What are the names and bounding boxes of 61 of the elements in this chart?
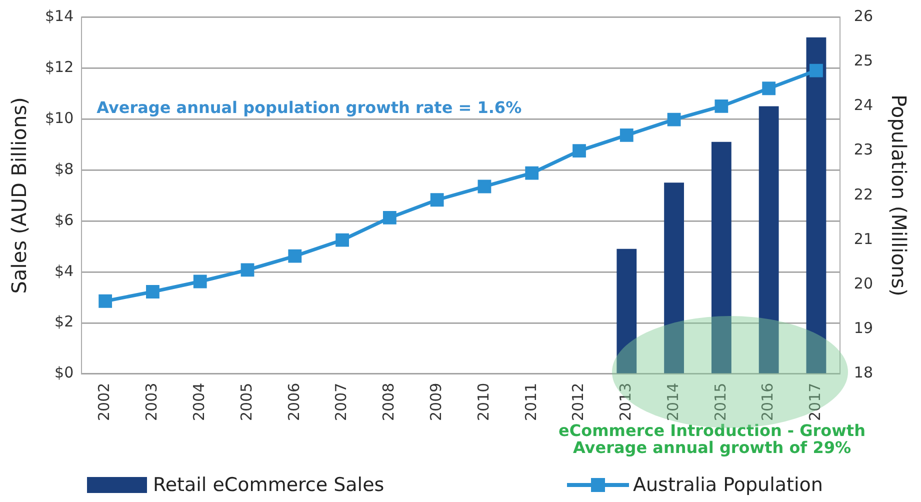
text: eCommerce Introduction - Growth — [558, 420, 866, 440]
point — [146, 285, 160, 298]
x-tick-label: 2014 — [664, 382, 682, 422]
y-tick-label: $4 — [54, 262, 74, 280]
y-tick-label: $2 — [54, 312, 74, 331]
y2-tick-label: 25 — [854, 51, 874, 70]
x-tick-label: 2007 — [332, 382, 350, 422]
legend-label: Australia Population — [633, 474, 823, 496]
point — [762, 82, 776, 96]
point — [714, 100, 728, 113]
point — [430, 193, 444, 207]
y-tick-label: $12 — [44, 58, 74, 76]
x-tick-label: 2015 — [711, 382, 730, 422]
y2-tick-label: 22 — [854, 185, 874, 204]
bar — [806, 37, 826, 374]
y2-axis-title: Population (Millions) — [886, 94, 911, 296]
y2-tick-label: 19 — [854, 319, 874, 338]
point — [478, 180, 492, 194]
text: Average annual growth of 29% — [572, 438, 852, 457]
bar — [758, 106, 779, 374]
point — [525, 166, 539, 180]
y-tick-label: $8 — [54, 160, 74, 178]
y2-tick-label: 26 — [854, 6, 874, 25]
point — [288, 249, 302, 263]
x-tick-label: 2008 — [380, 382, 398, 422]
x-tick-label: 2012 — [569, 382, 588, 422]
x-tick-label: 2004 — [190, 382, 208, 422]
x-tick-label: 2009 — [426, 382, 445, 422]
point — [98, 294, 112, 308]
y-tick-label: $0 — [54, 364, 74, 382]
point — [193, 274, 207, 288]
bar — [616, 248, 637, 374]
bar — [711, 142, 732, 374]
x-tick-label: 2011 — [522, 382, 540, 422]
point — [810, 64, 823, 78]
legend-label: Retail eCommerce Sales — [153, 474, 384, 496]
x-tick-label: 2006 — [284, 382, 303, 422]
y2-tick-label: 20 — [854, 274, 874, 293]
point — [620, 128, 634, 142]
point — [240, 263, 254, 277]
point — [667, 112, 681, 126]
y2-tick-label: 23 — [854, 140, 874, 159]
point — [336, 233, 349, 247]
y2-tick-label: 24 — [854, 96, 874, 114]
x-tick-label: 2013 — [616, 382, 635, 422]
y2-tick-label: 21 — [854, 230, 874, 248]
x-tick-label: 2002 — [95, 382, 114, 422]
annotation: Average annual population growth rate = 1.6% — [96, 98, 522, 118]
x-tick-label: 2010 — [474, 382, 492, 422]
point — [572, 144, 586, 158]
y-tick-label: $10 — [44, 108, 74, 127]
y-tick-label: $14 — [44, 6, 74, 25]
point — [382, 211, 396, 224]
x-tick-label: 2003 — [142, 382, 161, 422]
x-tick-label: 2017 — [806, 382, 824, 422]
y2-tick-label: 18 — [854, 364, 874, 382]
y-axis-title: Sales (AUD Billions) — [7, 97, 32, 294]
x-tick-label: 2005 — [237, 382, 256, 422]
x-tick-label: 2016 — [758, 382, 777, 422]
bar — [664, 182, 684, 374]
y-tick-label: $6 — [54, 210, 74, 229]
